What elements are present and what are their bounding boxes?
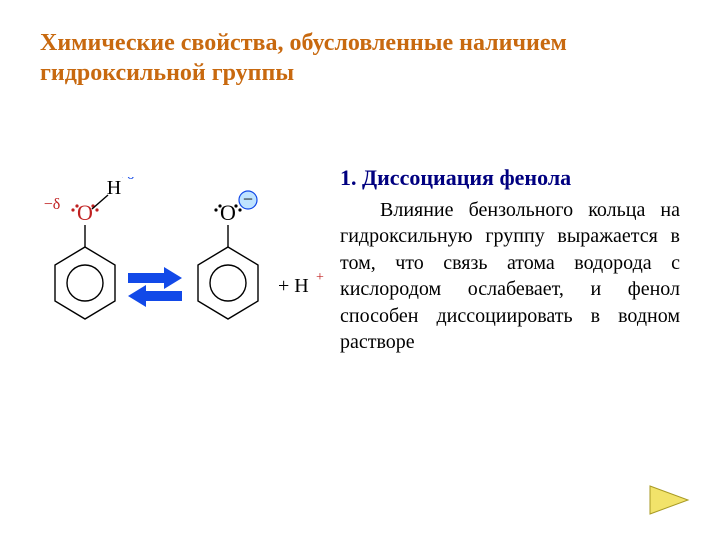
lone-pair-dot (95, 208, 98, 211)
phenol-dissociation-diagram: O H −δ +δ (30, 177, 330, 367)
oxygen-label-right: O (220, 200, 236, 225)
lone-pair-dot (218, 204, 221, 207)
reverse-arrow (128, 285, 182, 307)
h-plus-product: + H + (278, 270, 324, 297)
next-button[interactable] (648, 484, 690, 516)
phenoxide-molecule: O − (198, 189, 258, 319)
benzene-ring-left (55, 247, 115, 319)
plus-h-label: + H (278, 275, 309, 297)
content-area: O H −δ +δ (0, 165, 720, 372)
aromatic-circle-right (210, 265, 246, 301)
slide-title: Химические свойства, обусловленные налич… (40, 28, 680, 88)
benzene-ring-right (198, 247, 258, 319)
forward-arrow (128, 267, 182, 289)
o-h-bond (92, 195, 108, 209)
negative-charge-label: − (243, 189, 253, 209)
play-icon (648, 484, 690, 516)
lone-pair-dot (75, 204, 78, 207)
aromatic-circle-left (67, 265, 103, 301)
diagram-column: O H −δ +δ (0, 165, 340, 372)
oxygen-label-left: O (77, 200, 93, 225)
h-plus-charge: + (316, 270, 324, 285)
equilibrium-arrows (128, 267, 182, 307)
phenol-molecule: O H −δ +δ (44, 177, 135, 319)
lone-pair-dot (234, 204, 237, 207)
section-body: Влияние бензольного кольца на гидроксиль… (340, 197, 680, 355)
text-column: 1. Диссоциация фенола Влияние бензольног… (340, 165, 720, 372)
section-subtitle: 1. Диссоциация фенола (340, 165, 680, 191)
lone-pair-dot (71, 208, 74, 211)
delta-plus-label: +δ (118, 177, 135, 183)
delta-minus-label: −δ (44, 196, 61, 213)
lone-pair-dot (238, 208, 241, 211)
lone-pair-dot (214, 208, 217, 211)
